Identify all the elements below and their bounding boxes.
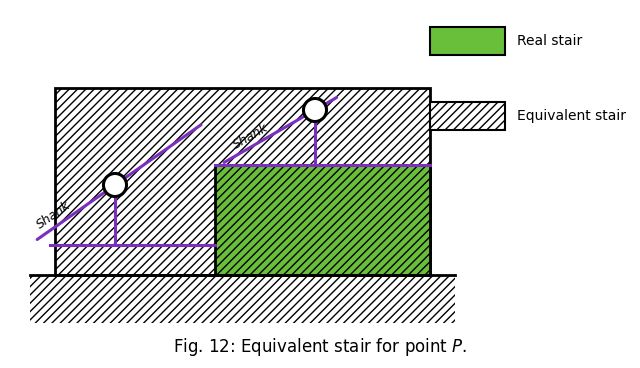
Bar	[55, 88, 430, 275]
Text: Fig. 12: Equivalent stair for point $P$.: Fig. 12: Equivalent stair for point $P$.	[173, 336, 467, 358]
Bar	[430, 102, 505, 130]
Bar	[30, 275, 455, 323]
Circle shape	[303, 99, 326, 121]
Text: Real stair: Real stair	[517, 34, 582, 48]
Bar	[430, 27, 505, 55]
Text: Shank: Shank	[231, 121, 271, 152]
Circle shape	[104, 173, 127, 197]
Text: Shank: Shank	[35, 198, 74, 231]
Bar	[215, 165, 430, 275]
Text: Equivalent stair: Equivalent stair	[517, 109, 626, 123]
